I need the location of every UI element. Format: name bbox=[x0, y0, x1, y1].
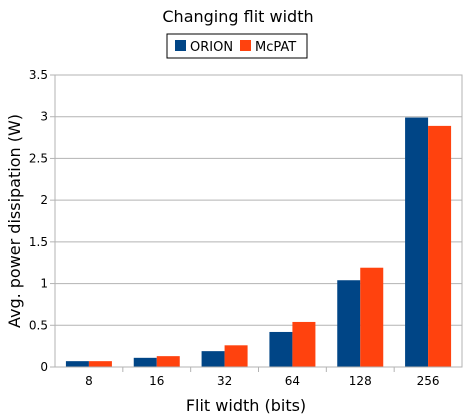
bar-orion-16 bbox=[133, 357, 157, 367]
y-axis-label: Avg. power dissipation (W) bbox=[5, 114, 24, 328]
bar-mcpat-64 bbox=[292, 321, 316, 367]
y-tick-label: 1 bbox=[40, 277, 48, 291]
y-tick-label: 2 bbox=[40, 193, 48, 207]
bar-orion-128 bbox=[337, 280, 361, 367]
x-axis-label: Flit width (bits) bbox=[186, 396, 306, 415]
x-tick-label: 128 bbox=[349, 374, 372, 388]
x-tick-label: 64 bbox=[285, 374, 300, 388]
plot-frame bbox=[54, 74, 463, 368]
bars bbox=[65, 117, 452, 368]
y-tick-label: 0.5 bbox=[29, 318, 48, 332]
legend-label-mcpat: McPAT bbox=[255, 40, 296, 55]
x-tick-label: 16 bbox=[149, 374, 164, 388]
legend-swatch-orion bbox=[175, 40, 186, 51]
bar-orion-32 bbox=[201, 351, 225, 367]
tick-labels: 0 0.5 1 1.5 2 2.5 3 3.5 8 16 32 64 128 256 bbox=[29, 68, 440, 388]
x-tick-label: 32 bbox=[217, 374, 232, 388]
y-tick-label: 3.5 bbox=[29, 68, 48, 82]
bar-mcpat-16 bbox=[156, 356, 180, 367]
legend-swatch-mcpat bbox=[240, 40, 251, 51]
y-tick-label: 1.5 bbox=[29, 235, 48, 249]
bar-mcpat-128 bbox=[360, 267, 384, 367]
y-tick-label: 3 bbox=[40, 110, 48, 124]
bar-orion-8 bbox=[65, 361, 89, 367]
bar-orion-64 bbox=[269, 331, 293, 367]
legend-frame bbox=[166, 33, 308, 59]
legend: ORION McPAT bbox=[166, 33, 308, 59]
axes bbox=[50, 74, 463, 372]
x-tick-label: 256 bbox=[417, 374, 440, 388]
bar-orion-256 bbox=[405, 117, 429, 367]
bar-mcpat-32 bbox=[224, 345, 248, 367]
bar-mcpat-8 bbox=[88, 361, 112, 367]
y-tick-label: 2.5 bbox=[29, 151, 48, 165]
legend-label-orion: ORION bbox=[190, 40, 233, 55]
x-tick-label: 8 bbox=[85, 374, 93, 388]
chart-title: Changing flit width bbox=[162, 7, 313, 26]
bar-mcpat-256 bbox=[428, 125, 452, 368]
gridlines bbox=[55, 74, 462, 368]
y-tick-label: 0 bbox=[40, 360, 48, 374]
